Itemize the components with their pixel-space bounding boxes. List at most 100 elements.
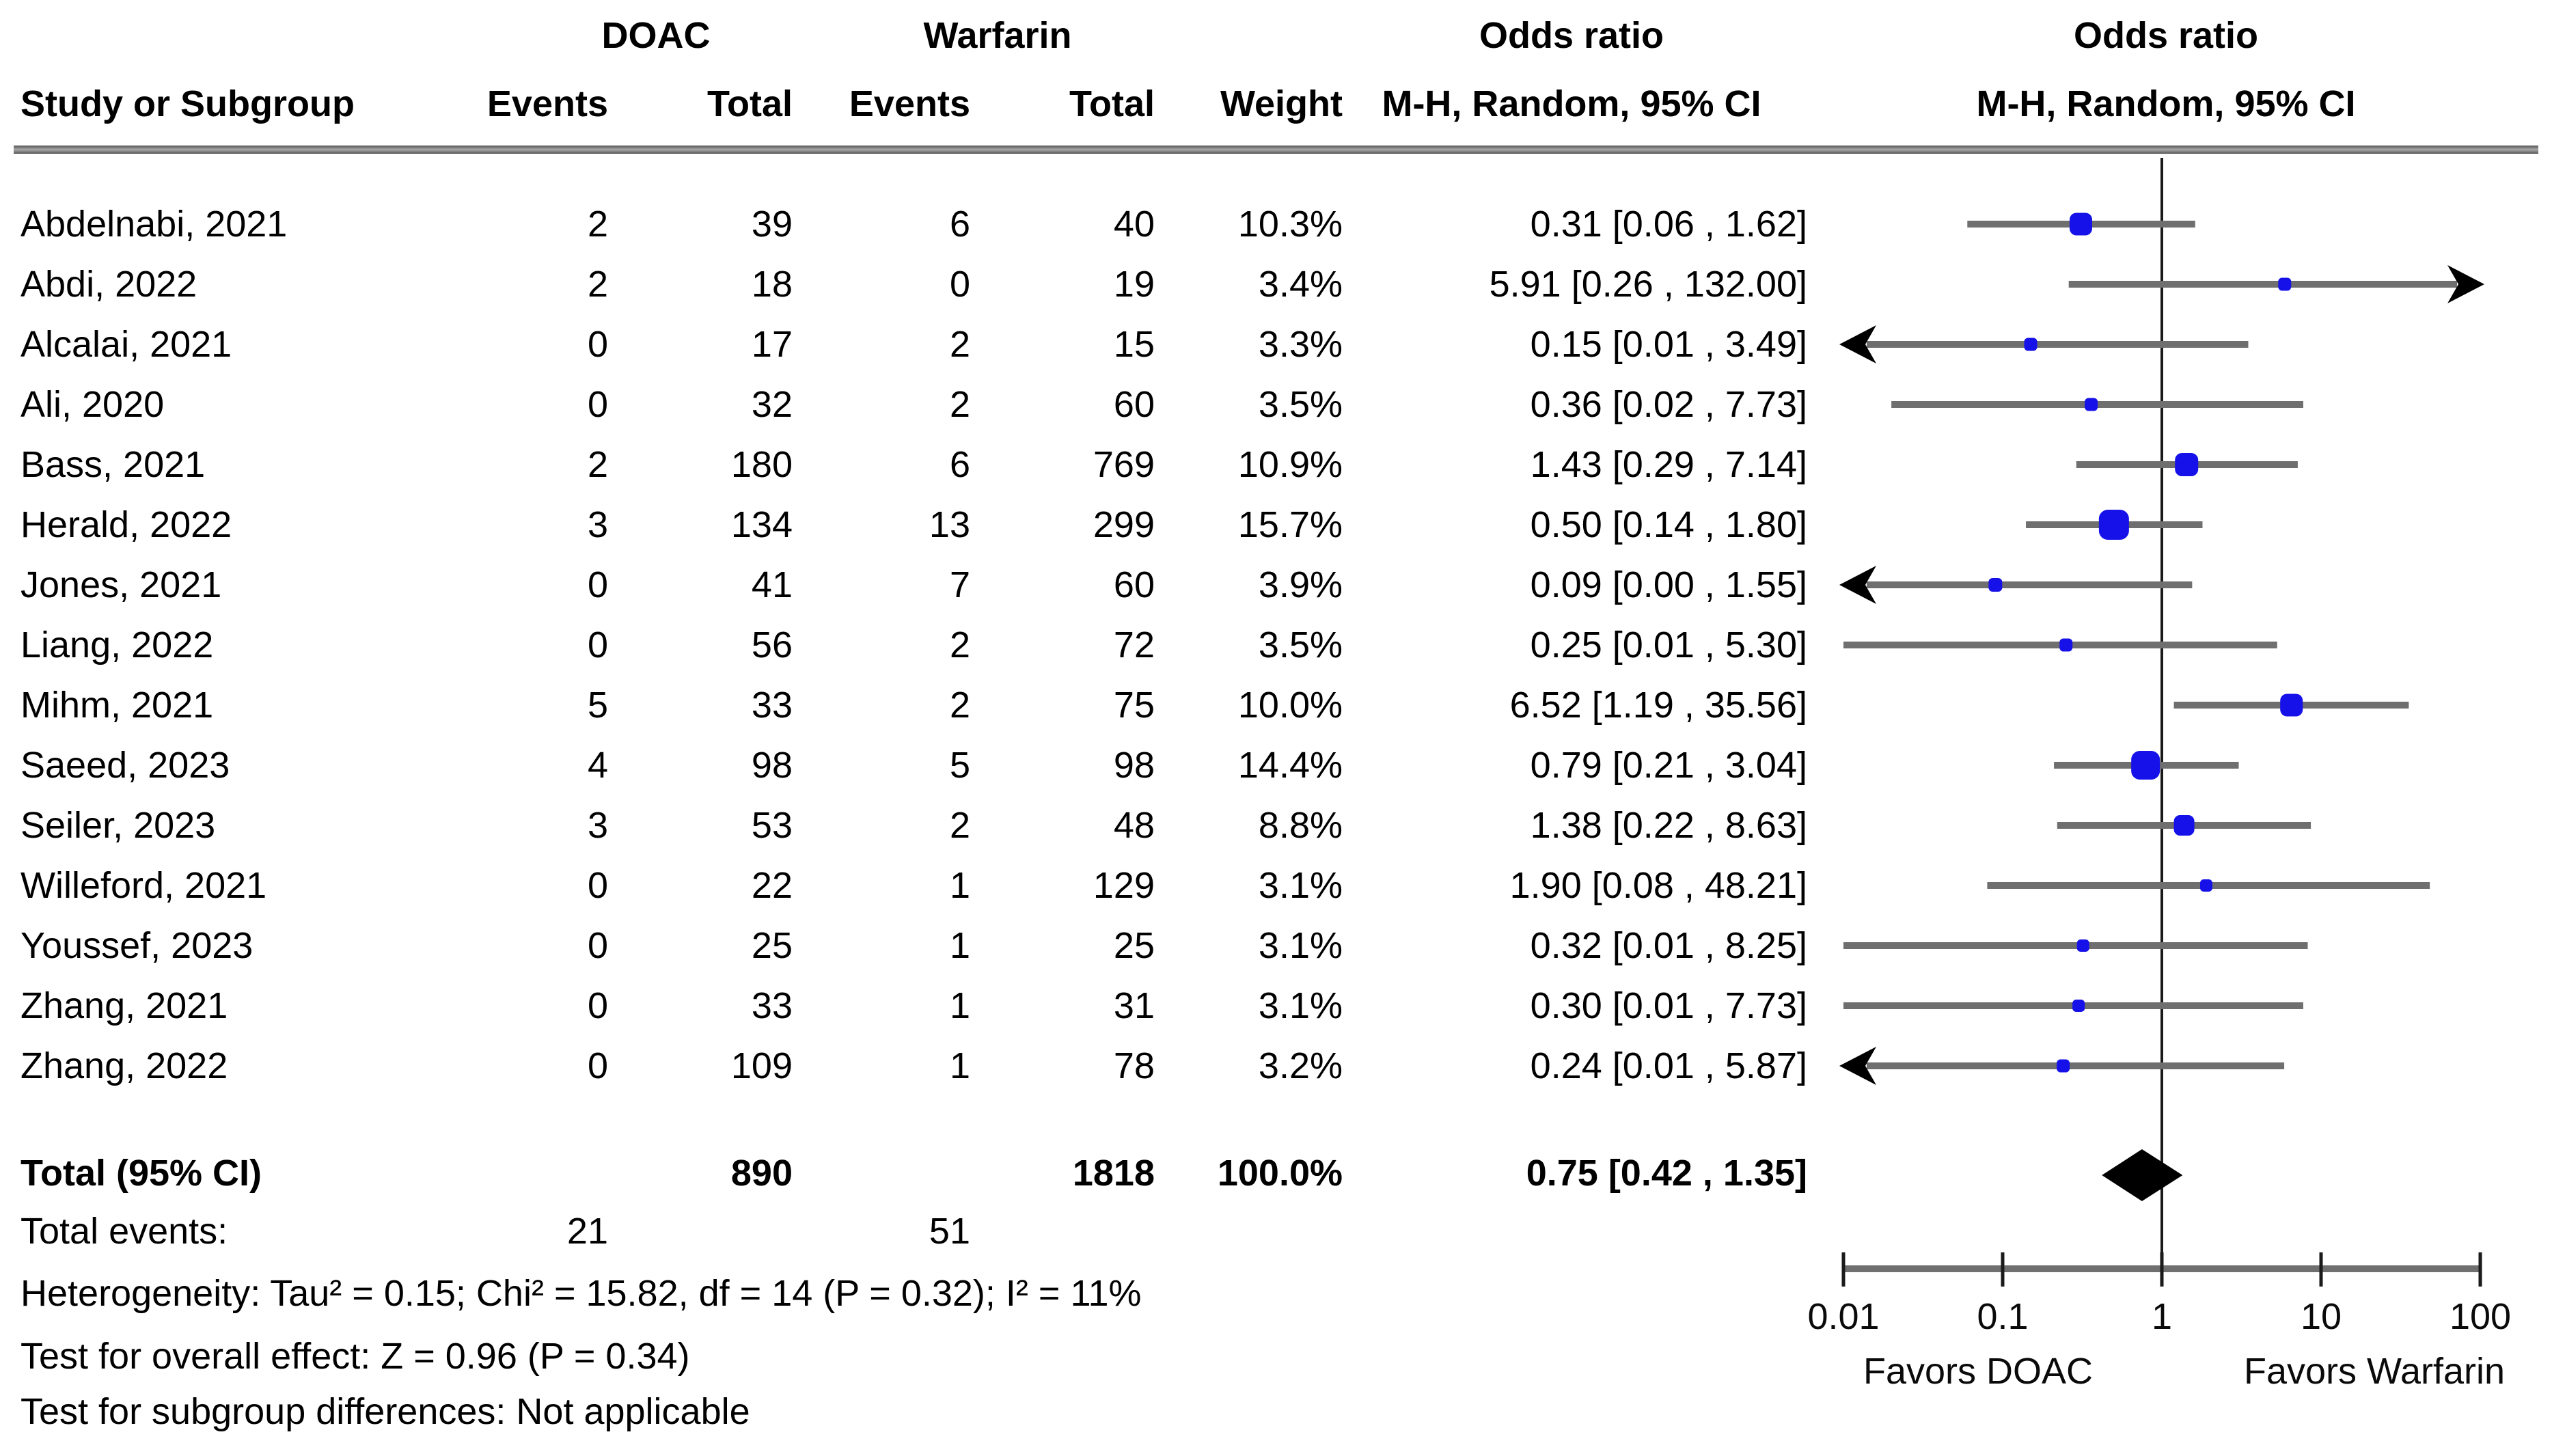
warfarin-total-value: 60 — [1113, 564, 1155, 605]
total-label: Total (95% CI) — [20, 1153, 262, 1194]
odds-ratio-ci-value: 5.91 [0.26 , 132.00] — [1489, 264, 1807, 305]
doac-total-value: 109 — [730, 1045, 793, 1086]
subgroup-differences-note: Test for subgroup differences: Not appli… — [20, 1390, 750, 1432]
warfarin-events-value: 2 — [949, 624, 970, 665]
study-name: Zhang, 2022 — [20, 1045, 228, 1086]
total-row: Total (95% CI) 890 1818 100.0% 0.75 [0.42 , … — [0, 1143, 2552, 1203]
weight-value: 3.1% — [1258, 865, 1343, 906]
table-row: Saeed, 2023 4 98 5 98 14.4% 0.79 [0.21 , 3.04] — [0, 735, 2552, 795]
summary-diamond — [2102, 1149, 2183, 1201]
odds-ratio-ci-value: 0.36 [0.02 , 7.73] — [1530, 384, 1807, 425]
weight-value: 3.3% — [1258, 324, 1343, 365]
warfarin-total-value: 72 — [1113, 624, 1155, 665]
study-name: Abdi, 2022 — [20, 264, 197, 305]
effect-marker — [2278, 277, 2292, 291]
doac-total-value: 18 — [751, 264, 793, 305]
study-name: Liang, 2022 — [20, 624, 214, 665]
table-row: Zhang, 2022 0 109 1 78 3.2% 0.24 [0.01 , 5.87] — [0, 1036, 2552, 1096]
axis-tick-label: 0.1 — [1977, 1296, 2028, 1337]
doac-events-value: 3 — [587, 805, 608, 846]
odds-ratio-ci-value: 0.30 [0.01 , 7.73] — [1530, 985, 1807, 1026]
odds-ratio-ci-value: 0.15 [0.01 , 3.49] — [1530, 324, 1807, 365]
effect-marker — [2085, 398, 2098, 411]
study-name: Alcalai, 2021 — [20, 324, 232, 365]
plot-column-subtitle: M-H, Random, 95% CI — [1976, 83, 2356, 124]
warfarin-total-value: 129 — [1093, 865, 1155, 906]
effect-marker — [2175, 453, 2199, 476]
odds-ratio-ci-value: 0.09 [0.00 , 1.55] — [1530, 564, 1807, 605]
warfarin-events-value: 1 — [949, 1045, 970, 1086]
doac-total-value: 180 — [730, 444, 793, 485]
weight-value: 3.9% — [1258, 564, 1343, 605]
table-row: Zhang, 2021 0 33 1 31 3.1% 0.30 [0.01 , 7.73] — [0, 976, 2552, 1036]
warfarin-total-value: 75 — [1113, 685, 1155, 726]
doac-total-value: 41 — [751, 564, 793, 605]
warfarin-events-value: 2 — [949, 805, 970, 846]
weight-value: 3.4% — [1258, 264, 1343, 305]
doac-total-value: 33 — [751, 685, 793, 726]
effect-marker — [1988, 578, 2003, 592]
axis-tick-label: 10 — [2301, 1296, 2342, 1337]
odds-ratio-ci-value: 0.25 [0.01 , 5.30] — [1530, 624, 1807, 665]
warfarin-events-value: 2 — [949, 685, 970, 726]
warfarin-events-value: 5 — [949, 745, 970, 786]
or-column-title: Odds ratio — [1479, 15, 1664, 56]
weight-value: 3.5% — [1258, 384, 1343, 425]
col-header-study: Study or Subgroup — [20, 83, 355, 124]
doac-events-value: 0 — [587, 925, 608, 966]
warfarin-events-value: 1 — [949, 985, 970, 1026]
study-name: Jones, 2021 — [20, 564, 222, 605]
axis-tick-label: 100 — [2450, 1296, 2511, 1337]
table-row: Ali, 2020 0 32 2 60 3.5% 0.36 [0.02 , 7.73] — [0, 374, 2552, 435]
col-header-weight: Weight — [1220, 83, 1343, 124]
doac-events-value: 2 — [587, 204, 608, 245]
total-events-warfarin-value: 51 — [929, 1211, 970, 1252]
table-row: Youssef, 2023 0 25 1 25 3.1% 0.32 [0.01 , 8.25… — [0, 916, 2552, 976]
group-header-doac: DOAC — [601, 15, 711, 56]
effect-marker — [2059, 638, 2073, 652]
warfarin-events-value: 2 — [949, 324, 970, 365]
table-row: Alcalai, 2021 0 17 2 15 3.3% 0.15 [0.01 , 3.49… — [0, 314, 2552, 374]
effect-marker — [2069, 212, 2092, 236]
col-header-warfarin-events: Events — [849, 83, 970, 124]
weight-value: 3.5% — [1258, 624, 1343, 665]
ci-arrow-left — [1839, 566, 1876, 604]
warfarin-events-value: 2 — [949, 384, 970, 425]
weight-value: 10.0% — [1237, 685, 1343, 726]
ci-arrow-right — [2447, 265, 2484, 303]
table-row: Abdelnabi, 2021 2 39 6 40 10.3% 0.31 [0.06 , 1… — [0, 194, 2552, 254]
odds-ratio-ci-value: 1.90 [0.08 , 48.21] — [1509, 865, 1807, 906]
group-header-warfarin: Warfarin — [923, 15, 1072, 56]
doac-total-value: 98 — [751, 745, 793, 786]
or-column-subtitle: M-H, Random, 95% CI — [1382, 83, 1761, 124]
favors-right-label: Favors Warfarin — [2244, 1351, 2505, 1392]
warfarin-total-value: 299 — [1093, 504, 1155, 545]
total-events-row: Total events: 21 51 — [0, 1201, 2552, 1261]
doac-total-value: 25 — [751, 925, 793, 966]
col-header-warfarin-total: Total — [1069, 83, 1155, 124]
total-odds-ratio-ci: 0.75 [0.42 , 1.35] — [1526, 1153, 1807, 1194]
odds-ratio-ci-value: 6.52 [1.19 , 35.56] — [1509, 685, 1807, 726]
effect-marker — [2057, 1059, 2070, 1073]
effect-marker — [2131, 751, 2160, 780]
table-row: Jones, 2021 0 41 7 60 3.9% 0.09 [0.00 , 1.55] — [0, 555, 2552, 615]
doac-total-value: 39 — [751, 204, 793, 245]
study-name: Ali, 2020 — [20, 384, 165, 425]
doac-events-value: 0 — [587, 865, 608, 906]
doac-events-value: 0 — [587, 384, 608, 425]
weight-value: 10.9% — [1237, 444, 1343, 485]
odds-ratio-ci-value: 0.24 [0.01 , 5.87] — [1530, 1045, 1807, 1086]
weight-value: 10.3% — [1237, 204, 1343, 245]
weight-value: 3.1% — [1258, 985, 1343, 1026]
study-name: Willeford, 2021 — [20, 865, 267, 906]
weight-value: 14.4% — [1237, 745, 1343, 786]
doac-total-value: 32 — [751, 384, 793, 425]
total-warfarin-total: 1818 — [1072, 1153, 1155, 1194]
table-row: Abdi, 2022 2 18 0 19 3.4% 5.91 [0.26 , 132.00] — [0, 254, 2552, 314]
odds-ratio-ci-value: 0.31 [0.06 , 1.62] — [1530, 204, 1807, 245]
doac-total-value: 17 — [751, 324, 793, 365]
weight-value: 3.2% — [1258, 1045, 1343, 1086]
odds-ratio-ci-value: 1.43 [0.29 , 7.14] — [1530, 444, 1807, 485]
study-name: Herald, 2022 — [20, 504, 232, 545]
